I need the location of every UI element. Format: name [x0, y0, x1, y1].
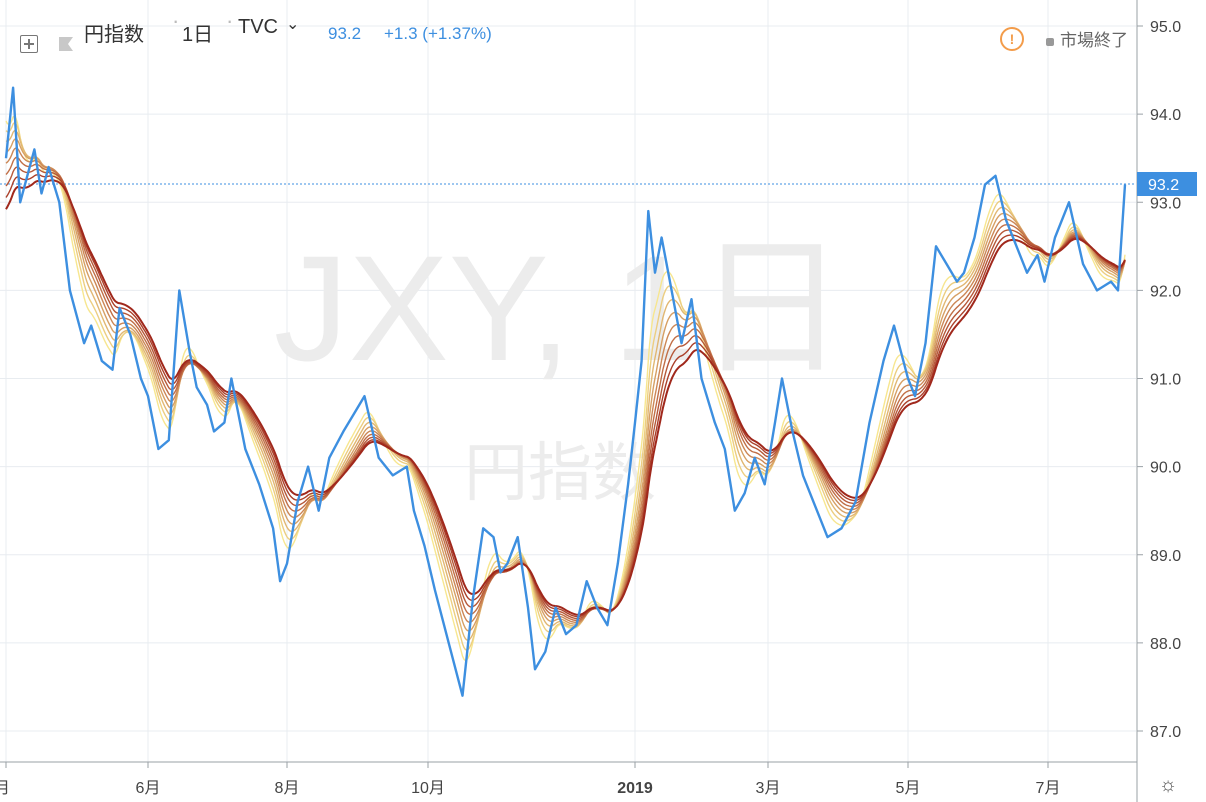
- x-tick-label: 2019: [617, 780, 653, 797]
- ribbon-line-34: [5, 179, 1126, 616]
- plus-square-icon[interactable]: [20, 35, 38, 53]
- price-line: [4, 86, 1127, 697]
- status-dot-icon: [1046, 37, 1054, 46]
- chevron-down-icon[interactable]: ⌄: [286, 16, 300, 33]
- watermark: JXY, 1日 円指数: [274, 224, 847, 511]
- separator-dot: ·: [172, 8, 180, 33]
- gear-icon[interactable]: ☼: [1158, 774, 1178, 796]
- exchange-label[interactable]: TVC: [238, 16, 278, 38]
- price-series: [4, 86, 1127, 697]
- last-price-badge: 93.2: [1137, 172, 1197, 196]
- last-price: 93.2: [328, 24, 362, 43]
- ribbon-line-28: [5, 166, 1126, 620]
- x-tick-label: 3月: [756, 780, 781, 797]
- x-tick-label: 8月: [275, 780, 300, 797]
- market-status-text: 市場終了: [1060, 31, 1128, 50]
- y-tick-label: 93.0: [1150, 195, 1181, 212]
- grid-lines: [0, 0, 1136, 762]
- watermark-name: 円指数: [464, 437, 656, 511]
- x-tick-label: 7月: [1036, 780, 1061, 797]
- y-tick-label: 90.0: [1150, 460, 1181, 477]
- price-change: +1.3 (+1.37%): [384, 24, 492, 43]
- price-axis[interactable]: 95.0 94.0 93.0 92.0 91.0 90.0 89.0 88.0 87.0: [1137, 19, 1181, 741]
- x-tick-label: 月: [0, 780, 10, 797]
- y-tick-label: 89.0: [1150, 548, 1181, 565]
- x-tick-label: 6月: [136, 780, 161, 797]
- ribbon-line-10: [5, 115, 1126, 662]
- ribbon-line-31: [5, 174, 1126, 618]
- x-tick-label: 5月: [896, 780, 921, 797]
- x-tick-label: 10月: [411, 780, 445, 797]
- separator-dot: ·: [226, 8, 234, 33]
- last-price-badge-label: 93.2: [1148, 177, 1179, 194]
- y-tick-label: 87.0: [1150, 724, 1181, 741]
- ma-ribbon: [5, 115, 1126, 662]
- time-axis[interactable]: 月 6月 8月 10月 2019 3月 5月 7月: [0, 762, 1060, 797]
- y-tick-label: 88.0: [1150, 636, 1181, 653]
- y-tick-label: 91.0: [1150, 372, 1181, 389]
- chart-header: 円指数 · 1日 · TVC ⌄ 93.2 +1.3 (+1.37%) ! 市場…: [0, 8, 1206, 53]
- watermark-ticker: JXY, 1日: [274, 224, 847, 392]
- y-tick-label: 92.0: [1150, 283, 1181, 300]
- y-tick-label: 95.0: [1150, 19, 1181, 36]
- market-status: 市場終了: [1046, 26, 1128, 51]
- warning-icon[interactable]: !: [1000, 27, 1024, 51]
- symbol-name[interactable]: 円指数: [84, 24, 144, 46]
- interval-label[interactable]: 1日: [182, 24, 214, 46]
- y-tick-label: 94.0: [1150, 107, 1181, 124]
- flag-icon[interactable]: [58, 36, 74, 52]
